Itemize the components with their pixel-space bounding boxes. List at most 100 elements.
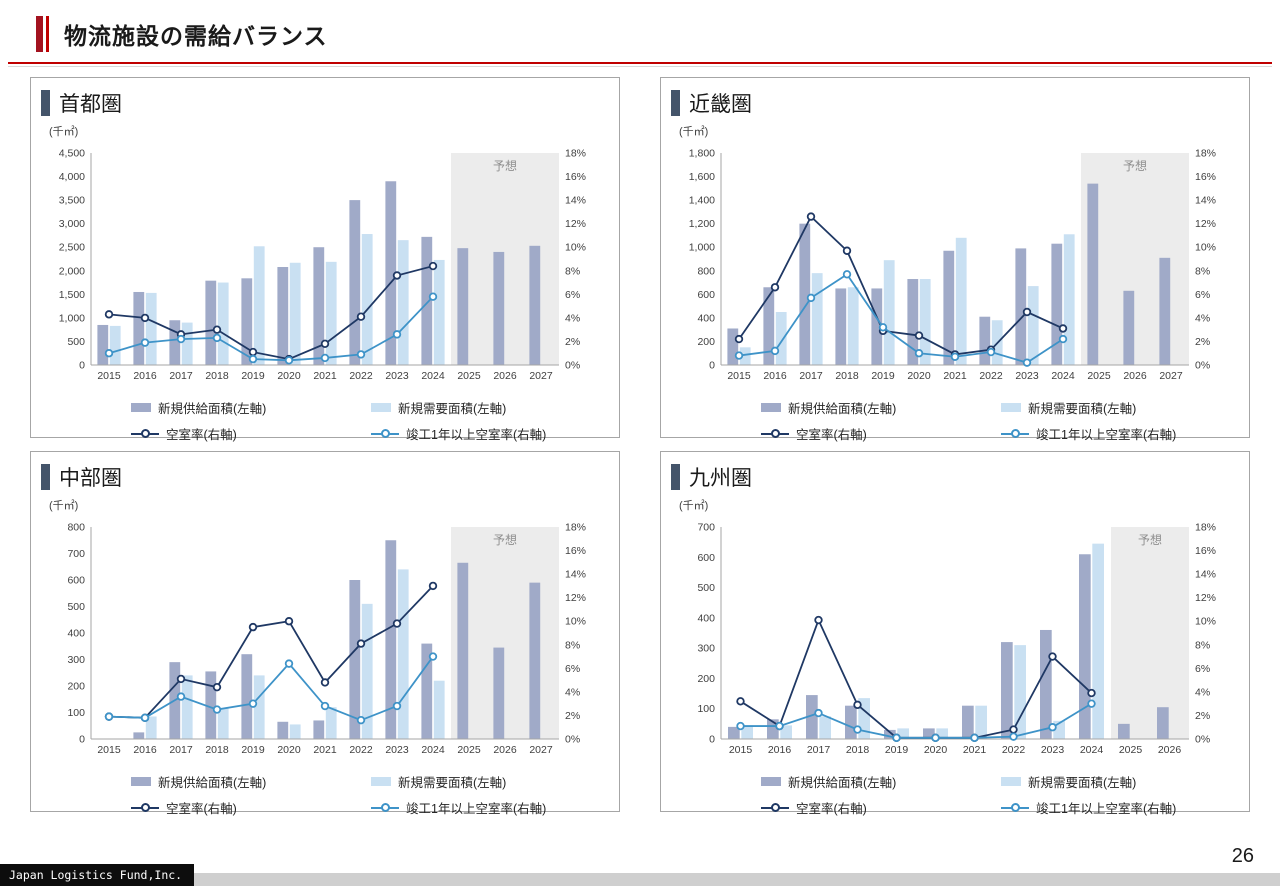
vacancy-rate-marker [392,619,402,628]
legend-label: 空室率(右軸) [166,428,237,442]
right-axis-tick: 4% [1195,312,1210,324]
vacancy-rate-marker [356,312,366,321]
chart-legend: 新規供給面積(左軸) 新規需要面積(左軸) 空室率(右軸) 竣工1年以上空室率(… [669,772,1241,817]
left-axis-tick: 1,000 [689,242,715,254]
x-axis-year: 2018 [846,744,870,756]
bar-supply [767,719,779,739]
right-axis-tick: 8% [1195,265,1210,277]
bar-demand [253,246,265,365]
left-axis-tick: 1,400 [689,195,715,207]
right-axis-tick: 2% [1195,336,1210,348]
panel-title: 中部圏 [59,467,122,490]
right-axis-tick: 6% [565,663,580,675]
legend-label: 新規供給面積(左軸) [788,776,897,790]
vacancy-rate-1yr-marker [950,352,960,361]
vacancy-rate-1yr-marker [392,701,402,711]
bar-supply [1123,290,1135,365]
right-axis-tick: 0% [1195,734,1210,746]
right-axis-tick: 8% [565,639,580,651]
right-axis-tick: 4% [565,686,580,698]
right-axis-tick: 16% [565,545,586,557]
bar-demand [217,282,229,365]
left-axis-tick: 200 [697,673,715,685]
legend-label: 新規需要面積(左軸) [1028,776,1137,790]
bar-supply [1157,707,1169,739]
bar-demand [883,260,895,365]
x-axis-year: 2015 [97,744,121,756]
bar-supply [1040,629,1052,739]
right-axis-tick: 10% [1195,616,1216,628]
bar-supply [313,720,325,739]
legend-item-vacancy: 空室率(右軸) [131,798,371,817]
bar-demand [847,287,859,365]
x-axis-year: 2021 [313,744,337,756]
demand-bar-swatch [1001,777,1021,786]
bar-demand [955,237,967,365]
chart-legend: 新規供給面積(左軸) 新規需要面積(左軸) 空室率(右軸) 竣工1年以上空室率(… [39,398,611,443]
x-axis-year: 2022 [1002,744,1026,756]
vacancy-rate-marker [212,682,222,692]
bar-supply [349,200,361,365]
vacancy-rate-1yr-marker [212,705,222,714]
forecast-region [1081,153,1189,365]
vacancy-rate-line [108,585,434,719]
vacancy-rate-1yr-marker [878,323,888,332]
x-axis-year: 2023 [385,370,409,382]
vacancy-rate-line [738,215,1064,356]
right-axis-tick: 6% [565,289,580,301]
legend-item-vacancy: 空室率(右軸) [761,424,1001,443]
chart-canvas-tokyo: 予想 0 500 1,000 1,500 2,000 2,500 3,000 3,500 4,00… [59,148,586,383]
bar-demand [181,322,193,365]
left-axis-tick: 300 [67,654,85,666]
left-axis-tick: 1,800 [689,148,715,160]
bar-supply [799,223,811,365]
vacancy-rate-1yr-marker [814,708,823,718]
left-axis-tick: 1,600 [689,171,715,183]
vacancy-rate-1yr-marker [176,334,186,344]
bar-demand [253,675,265,739]
slide-header: 物流施設の需給バランス [0,0,1280,54]
right-axis-tick: 18% [565,522,586,534]
vacancy-rate-marker [320,678,330,687]
x-axis-year: 2025 [1119,744,1143,756]
x-axis-year: 2020 [277,370,301,382]
supply-bar-swatch [131,403,151,412]
bar-supply [349,580,361,739]
bar-supply [806,695,818,739]
x-axis-year: 2021 [313,370,337,382]
slide-title: 物流施設の需給バランス [64,23,328,49]
panel-header: 九州圏 [671,462,1241,492]
bar-demand [1092,543,1104,739]
left-axis-tick: 600 [697,552,715,564]
vacancy-rate-1yr-marker [356,715,366,725]
vacancy-rate-marker [736,697,745,706]
header-red-divider [8,62,1272,64]
legend-item-vacancy: 空室率(右軸) [131,424,371,443]
bar-demand [433,680,445,739]
legend-item-vacancy-1yr: 竣工1年以上空室率(右軸) [1001,424,1241,443]
legend-item-vacancy-1yr: 竣工1年以上空室率(右軸) [371,424,611,443]
left-axis-tick: 4,500 [59,148,85,160]
x-axis-year: 2017 [807,744,831,756]
forecast-region [451,527,559,739]
right-axis-tick: 16% [1195,171,1216,183]
vacancy-rate-1yr-marker [356,350,366,359]
legend-item-vacancy-1yr: 竣工1年以上空室率(右軸) [371,798,611,817]
chart-canvas-kyushu: 予想 0 100 200 300 400 500 600 700 0% 2% 4% 6% 8% 10% 12%… [697,522,1216,757]
x-axis-year: 2026 [1158,744,1182,756]
bar-supply [763,287,775,365]
vacancy-rate-marker [248,347,258,357]
bar-demand [1053,720,1065,739]
panel-accent-bar [41,90,50,116]
bar-supply [493,251,505,365]
vacancy-rate-1yr-marker [970,733,979,743]
legend-label: 新規供給面積(左軸) [788,402,897,416]
legend-label: 新規供給面積(左軸) [158,402,267,416]
x-axis-year: 2027 [529,370,553,382]
vacancy-rate-marker [1009,725,1018,734]
vacancy-rate-marker [392,271,402,280]
vacancy-rate-1yr-marker [248,354,258,364]
chart-legend: 新規供給面積(左軸) 新規需要面積(左軸) 空室率(右軸) 竣工1年以上空室率(… [39,772,611,817]
bar-demand [741,725,753,739]
chart-canvas-chubu: 予想 0 100 200 300 400 500 600 700 800 0% 2% 4% 6% 8% 10%… [67,522,586,757]
